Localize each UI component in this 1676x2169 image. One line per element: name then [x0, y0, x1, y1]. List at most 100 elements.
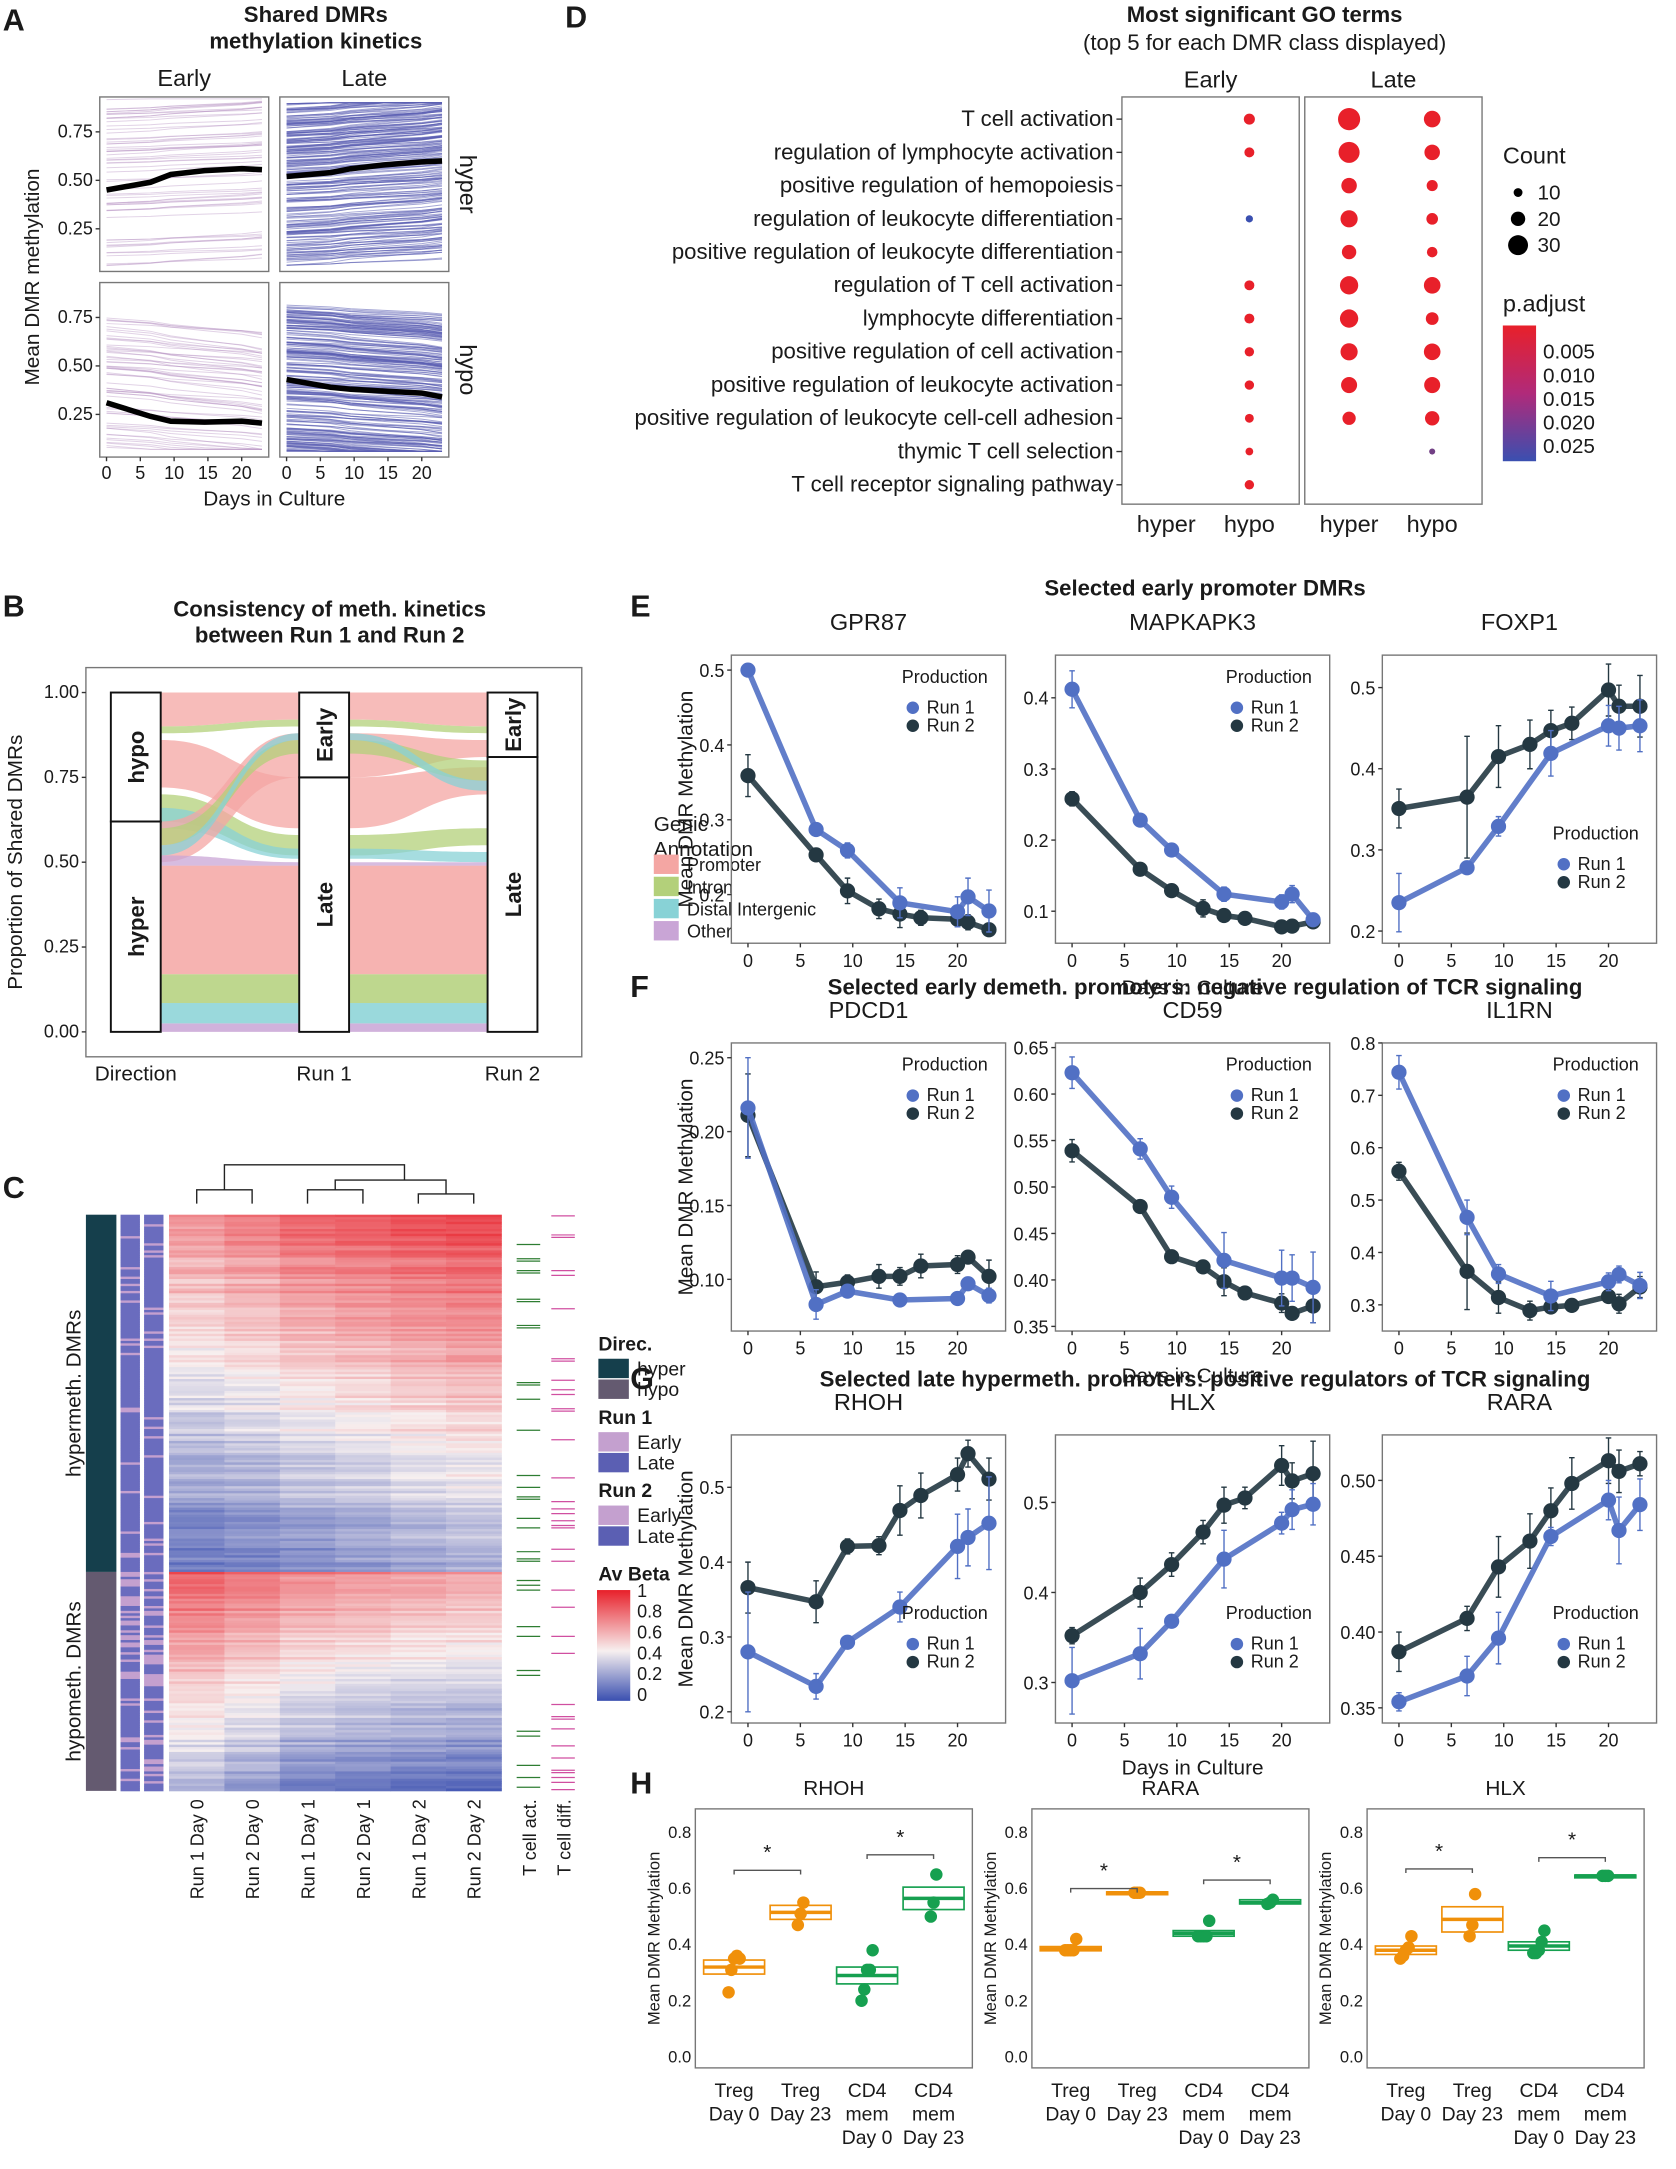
go-term-label: regulation of lymphocyte activation: [774, 139, 1114, 164]
heatmap-cell: [224, 1605, 281, 1609]
stratum-box: [298, 776, 351, 1033]
plot-frame: [730, 654, 1007, 944]
heatmap-cell: [335, 1429, 392, 1432]
run1-bar-cell: [120, 1747, 140, 1750]
heatmap-cell: [446, 1727, 502, 1731]
go-dot: [1341, 177, 1357, 194]
run1-bar-cell: [120, 1505, 140, 1509]
trajectory-line: [286, 135, 443, 149]
heatmap-cell: [446, 1526, 502, 1530]
heatmap-cell: [169, 1319, 225, 1323]
trajectory-line: [286, 124, 443, 143]
data-point-run1: [839, 842, 856, 859]
heatmap-cell: [335, 1426, 392, 1430]
heatmap-cell: [279, 1519, 336, 1523]
heatmap-cell: [224, 1474, 281, 1478]
go-dot: [1426, 180, 1438, 192]
heatmap-cell: [224, 1678, 281, 1682]
heatmap-cell: [279, 1293, 336, 1297]
run1-bar-cell: [120, 1698, 140, 1702]
heatmap-cell: [279, 1481, 336, 1485]
heatmap-cell: [224, 1730, 281, 1733]
heatmap-cell: [169, 1749, 225, 1753]
trajectory-line: [106, 144, 262, 150]
run1-bar-cell: [120, 1555, 140, 1559]
heatmap-cell: [335, 1596, 392, 1600]
heatmap-cell: [279, 1407, 336, 1411]
run2-bar-cell: [144, 1754, 164, 1758]
size-legend-dot: [1513, 188, 1523, 197]
heatmap-cell: [279, 1637, 336, 1641]
heatmap-cell: [390, 1764, 447, 1767]
heatmap-cell: [446, 1749, 502, 1753]
facet-frame: [279, 281, 450, 458]
heatmap-cell: [390, 1635, 447, 1639]
run1-bar-cell: [120, 1661, 140, 1665]
data-point: [1266, 1893, 1280, 1906]
heatmap-cell: [279, 1510, 336, 1513]
heatmap-cell: [279, 1550, 336, 1554]
heatmap-cell: [279, 1605, 336, 1609]
heatmap-cell: [169, 1521, 225, 1525]
heatmap-cell: [390, 1338, 447, 1342]
data-point: [722, 1986, 735, 1999]
run1-bar-cell: [120, 1691, 140, 1694]
trajectory-line: [106, 319, 263, 336]
run1-bar-cell: [120, 1262, 140, 1266]
heatmap-cell: [446, 1773, 502, 1777]
heatmap-cell: [446, 1500, 502, 1504]
heatmap-cell: [446, 1696, 502, 1699]
run1-bar-cell: [120, 1271, 140, 1275]
heatmap-cell: [335, 1744, 392, 1748]
heatmap-cell: [446, 1725, 502, 1729]
heatmap-cell: [390, 1664, 447, 1668]
run1-bar-cell: [120, 1652, 140, 1656]
run1-bar-cell: [120, 1788, 140, 1792]
run2-bar-cell: [144, 1457, 164, 1461]
heatmap-cell: [335, 1555, 392, 1559]
heatmap-cell: [390, 1388, 447, 1392]
trajectory-line: [106, 356, 263, 373]
trajectory-line: [106, 100, 262, 110]
heatmap-cell: [446, 1369, 502, 1373]
subplot-title: HLX: [1170, 1389, 1216, 1415]
y-tick-label: 0.2: [1005, 1991, 1028, 2010]
heatmap-cell: [279, 1640, 336, 1643]
heatmap-cell: [390, 1474, 447, 1478]
run1-bar-cell: [120, 1669, 140, 1673]
run2-bar-cell: [144, 1601, 164, 1604]
run2-bar-cell: [144, 1519, 164, 1523]
heatmap-cell: [224, 1674, 281, 1677]
run1-bar-cell: [120, 1393, 140, 1397]
heatmap-cell: [279, 1290, 336, 1294]
heatmap-cell: [390, 1359, 447, 1363]
run2-bar-cell: [144, 1324, 164, 1328]
heatmap-cell: [390, 1601, 447, 1604]
legend-marker: [1230, 1655, 1244, 1669]
heatmap-cell: [390, 1298, 447, 1301]
trajectory-line: [286, 251, 443, 261]
heatmap-cell: [169, 1571, 225, 1575]
heatmap-cell: [279, 1317, 336, 1320]
legend-label: Distal Intergenic: [687, 900, 816, 920]
run1-bar-cell: [120, 1526, 140, 1530]
heatmap-cell: [224, 1495, 281, 1499]
heatmap-cell: [224, 1708, 281, 1712]
trajectory-line: [286, 146, 443, 159]
heatmap-cell: [169, 1412, 225, 1416]
run2-bar-cell: [144, 1557, 164, 1561]
heatmap-cell: [335, 1698, 392, 1702]
heatmap-cell: [224, 1362, 281, 1366]
x-tick-label: 10: [1494, 1731, 1514, 1751]
heatmap-cell: [390, 1390, 447, 1394]
heatmap-cell: [335, 1245, 392, 1249]
heatmap-cell: [335, 1661, 392, 1665]
run1-bar-cell: [120, 1666, 140, 1670]
heatmap-cell: [169, 1705, 225, 1709]
heatmap-cell: [335, 1374, 392, 1378]
run1-bar-cell: [120, 1286, 140, 1289]
significance-bracket: [1069, 1887, 1138, 1893]
run1-bar-cell: [120, 1519, 140, 1523]
heatmap-cell: [279, 1768, 336, 1772]
heatmap-cell: [390, 1642, 447, 1646]
